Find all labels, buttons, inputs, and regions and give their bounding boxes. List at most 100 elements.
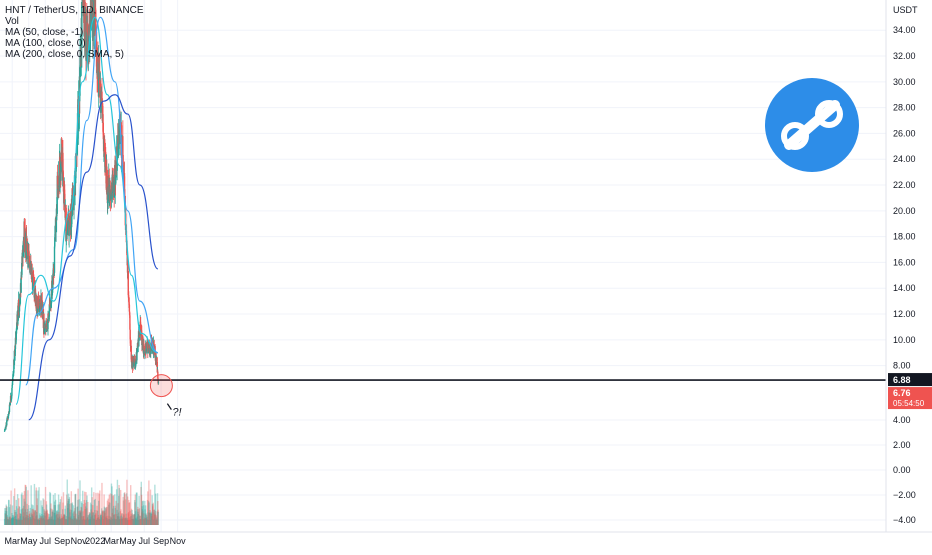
- logo-ring-right: [815, 100, 843, 128]
- candle-body: [11, 387, 13, 396]
- volume-bar: [149, 512, 151, 525]
- candle-body: [18, 300, 20, 311]
- volume-bar: [40, 518, 42, 525]
- volume-bar: [152, 502, 154, 525]
- volume-bar: [112, 496, 114, 525]
- volume-bar: [10, 518, 13, 525]
- x-tick-label: Sep: [54, 536, 70, 546]
- candles: [3, 0, 160, 432]
- volume-bar: [61, 516, 63, 525]
- volume-bar: [7, 518, 9, 525]
- candle-body: [40, 296, 42, 303]
- volume-bar: [87, 519, 90, 525]
- symbol-title[interactable]: HNT / TetherUS, 1D, BINANCE: [5, 5, 144, 16]
- volume-bar: [45, 504, 48, 525]
- volume-bar: [34, 510, 36, 525]
- grid: [0, 0, 886, 532]
- y-tick-label: 10.00: [893, 335, 916, 345]
- volume-bar: [65, 516, 68, 525]
- volume-bar: [145, 514, 147, 525]
- volume-bar: [70, 503, 72, 525]
- volume-bar: [69, 509, 71, 525]
- volume-bar: [16, 519, 18, 525]
- volume-bar: [124, 492, 126, 525]
- volume-bar: [42, 515, 45, 525]
- volume-bar: [111, 486, 113, 525]
- y-tick-label: 24.00: [893, 154, 916, 164]
- volume-bar: [52, 510, 54, 525]
- legend-ma200[interactable]: MA (200, close, 0, SMA, 5): [5, 49, 124, 60]
- volume-bar: [141, 506, 143, 525]
- y-tick-label: 22.00: [893, 180, 916, 190]
- volume-bar: [87, 515, 89, 525]
- candle-body: [105, 152, 107, 167]
- volume-bar: [153, 512, 155, 525]
- volume-bar: [131, 510, 133, 525]
- volume-bar: [36, 498, 39, 525]
- volume-bar: [30, 512, 33, 525]
- candle-body: [69, 213, 71, 230]
- candle-body: [64, 207, 67, 231]
- volume-bar: [46, 509, 48, 525]
- volume-bar: [122, 500, 125, 525]
- volume-bar: [144, 509, 146, 525]
- volume-bar: [81, 503, 83, 525]
- volume-bar: [141, 512, 143, 525]
- volume-bar: [153, 509, 156, 525]
- volume-bar: [140, 494, 143, 525]
- volume-bar: [59, 502, 61, 525]
- volume-bar: [32, 510, 35, 525]
- volume-bar: [117, 503, 119, 525]
- legend-ma100[interactable]: MA (100, close, 0): [5, 38, 86, 49]
- volume-bar: [71, 518, 74, 525]
- volume-bar: [118, 485, 120, 525]
- volume-bar: [19, 516, 22, 525]
- volume-bar: [106, 506, 108, 525]
- volume-bar: [142, 500, 144, 525]
- volume-bar: [9, 519, 12, 525]
- volume-bar: [31, 509, 33, 525]
- volume-bar: [43, 509, 45, 525]
- volume-bar: [99, 490, 101, 525]
- volume-tick-label: −2.00: [893, 490, 916, 500]
- legend-vol[interactable]: Vol: [5, 16, 19, 27]
- volume-bar: [151, 506, 154, 525]
- volume-bar: [62, 492, 65, 525]
- volume-bar: [108, 494, 110, 525]
- volume-bar: [98, 517, 100, 525]
- volume-bar: [89, 502, 92, 525]
- volume-bar: [105, 516, 108, 525]
- volume-bar: [14, 515, 17, 525]
- volume-bar: [67, 498, 70, 525]
- volume-tick-label: −4.00: [893, 515, 916, 525]
- volume-bar: [63, 513, 65, 525]
- volume-bar: [150, 513, 152, 525]
- volume-bar: [22, 516, 25, 525]
- volume-bar: [32, 505, 34, 525]
- volume-bar: [114, 505, 117, 525]
- volume-bar: [10, 518, 13, 525]
- volume-bar: [140, 519, 142, 525]
- volume-bar: [4, 508, 6, 525]
- volume-bar: [26, 515, 29, 525]
- volume-bar: [3, 518, 6, 525]
- volume-bars: [3, 479, 160, 525]
- volume-bar: [87, 501, 89, 525]
- candle-body: [13, 359, 15, 373]
- volume-bar: [156, 518, 158, 525]
- legend-ma50[interactable]: MA (50, close, -1): [5, 27, 84, 38]
- candle-body: [150, 353, 152, 355]
- volume-bar: [67, 493, 70, 525]
- volume-bar: [33, 483, 36, 525]
- candle-body: [154, 346, 156, 354]
- volume-bar: [64, 508, 66, 525]
- volume-bar: [130, 514, 132, 525]
- volume-bar: [124, 494, 126, 525]
- volume-bar: [145, 513, 147, 525]
- volume-bar: [67, 500, 69, 525]
- volume-bar: [131, 519, 134, 525]
- volume-bar: [60, 518, 62, 525]
- volume-bar: [146, 519, 148, 525]
